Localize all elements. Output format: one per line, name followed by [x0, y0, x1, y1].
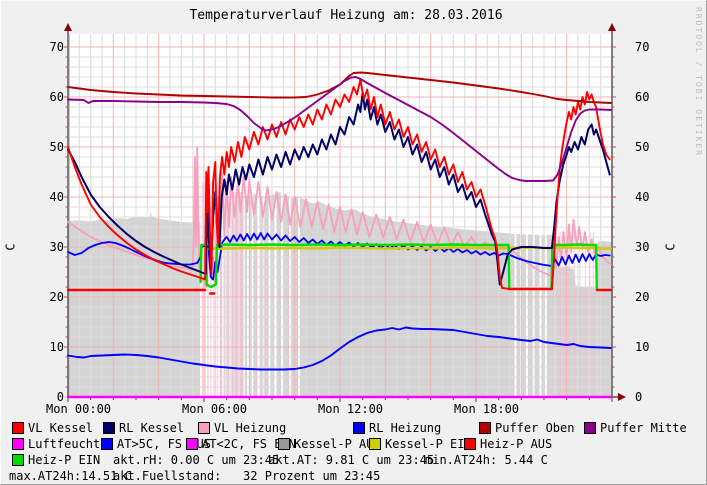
legend-label: Luftfeuchte [28, 437, 108, 451]
legend-swatch [479, 422, 491, 434]
rrdtool-watermark: RRDTOOL / TOBI OETIKER [694, 7, 703, 157]
y-tick-label-left: 0 [56, 390, 64, 404]
legend-label: Kessel-P EIN [385, 437, 472, 451]
info-text: akt.Fuellstand: 32 Prozent um 23:45 [113, 469, 381, 483]
legend-label: AT>5C, FS AUS [117, 437, 211, 451]
y-tick-label-left: 10 [49, 340, 64, 354]
legend-label: Puffer Oben [495, 421, 575, 435]
y-tick-label-left: 50 [49, 140, 64, 154]
legend-swatch [12, 438, 24, 450]
legend-swatch [101, 438, 113, 450]
y-tick-label-right: 20 [635, 290, 650, 304]
legend-label: VL Kessel [28, 421, 94, 435]
y-tick-label-left: 30 [49, 240, 64, 254]
legend-swatch [353, 422, 365, 434]
legend-swatch [103, 422, 115, 434]
legend-label: Kessel-P AUS [294, 437, 381, 451]
y-tick-label-left: 20 [49, 290, 64, 304]
legend-swatch [198, 422, 210, 434]
legend-swatch [584, 422, 596, 434]
x-tick-label: Mon 18:00 [454, 402, 520, 416]
legend-label: Puffer Mitte [600, 421, 687, 435]
y-tick-label-right: 30 [635, 240, 650, 254]
y-tick-label-right: 60 [635, 90, 650, 104]
legend-swatch [278, 438, 290, 450]
legend-swatch [186, 438, 198, 450]
y-tick-label-left: 60 [49, 90, 64, 104]
info-text: max.AT24h:14.51 C [9, 469, 132, 483]
y-tick-label-right: 40 [635, 190, 650, 204]
y-tick-label-right: 50 [635, 140, 650, 154]
legend-swatch [12, 422, 24, 434]
legend-label: Heiz-P AUS [480, 437, 553, 451]
legend-label: RL Heizung [369, 421, 442, 435]
x-tick-label: Mon 12:00 [318, 402, 384, 416]
legend-label: RL Kessel [119, 421, 185, 435]
legend-swatch [12, 454, 24, 466]
y-tick-label-right: 10 [635, 340, 650, 354]
x-tick-label: Mon 06:00 [182, 402, 248, 416]
info-text: akt.AT: 9.81 C um 23:45 [268, 453, 435, 467]
y-tick-label-left: 40 [49, 190, 64, 204]
x-tick-label: Mon 00:00 [46, 402, 112, 416]
info-text: akt.rH: 0.00 C um 23:45 [113, 453, 280, 467]
y-tick-label-left: 70 [49, 40, 64, 54]
legend-label: VL Heizung [214, 421, 287, 435]
legend-swatch [464, 438, 476, 450]
info-text: min.AT24h: 5.44 C [425, 453, 548, 467]
chart-title: Temperaturverlauf Heizung am: 28.03.2016 [189, 8, 503, 23]
y-tick-label-right: 0 [635, 390, 643, 404]
y-tick-label-right: 70 [635, 40, 650, 54]
legend-label: Heiz-P EIN [28, 453, 101, 467]
legend-swatch [369, 438, 381, 450]
